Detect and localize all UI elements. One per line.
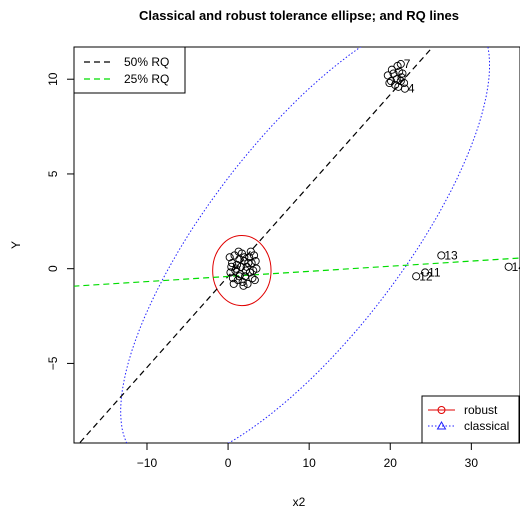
data-point: [251, 257, 260, 266]
data-point: [437, 251, 446, 260]
y-tick-label: 5: [46, 170, 60, 177]
data-point: [247, 258, 256, 268]
data-point: [412, 272, 421, 281]
data-point: [232, 260, 242, 269]
data-point: [246, 247, 255, 256]
legend-label: 25% RQ: [124, 72, 169, 86]
data-point: [245, 253, 254, 262]
y-tick-label: −5: [46, 356, 60, 370]
legend-label: classical: [464, 419, 509, 433]
data-point: [398, 69, 407, 78]
data-point: [504, 262, 513, 271]
data-point: [235, 255, 244, 264]
data-point: [396, 77, 405, 86]
rq-line: [78, 47, 434, 443]
legend-marker: [437, 406, 446, 414]
point-label: 13: [444, 248, 458, 262]
data-point: [227, 262, 236, 271]
y-tick-label: 10: [46, 72, 60, 86]
data-point: [229, 279, 238, 288]
legend-layer: 50% RQ 25% RQ robust classical: [73, 46, 520, 444]
data-point: [392, 75, 401, 84]
axis-layer: −10 0 10 20 30 −5 0 5 10: [46, 72, 478, 470]
x-axis-label: x2: [293, 495, 306, 509]
x-tick-label: 30: [465, 456, 479, 470]
data-point: [400, 84, 409, 93]
legend-box: [73, 46, 186, 94]
data-point: [230, 251, 239, 260]
data-point: [234, 247, 243, 256]
data-point: [250, 276, 259, 285]
data-point: [387, 65, 396, 74]
point-label: 12: [419, 269, 433, 283]
data-point: [244, 258, 253, 268]
data-point: [385, 78, 394, 88]
x-tick-label: 0: [225, 456, 232, 470]
legend-box: [421, 395, 520, 444]
point-label: 14: [512, 260, 520, 274]
legend-label: 50% RQ: [124, 55, 169, 69]
data-point: [240, 253, 249, 262]
classical-ellipse: [120, 47, 490, 443]
data-point: [396, 60, 405, 69]
legend-label: robust: [464, 403, 498, 417]
point-label: 4: [408, 82, 415, 96]
data-point: [232, 264, 241, 273]
chart-title: Classical and robust tolerance ellipse; …: [139, 8, 459, 23]
data-point: [226, 268, 235, 277]
data-point: [421, 268, 430, 277]
data-point: [241, 266, 250, 275]
legend-marker: [436, 420, 447, 430]
robust-ellipse: [212, 235, 272, 307]
point-label: 11: [428, 265, 441, 279]
x-tick-label: 10: [302, 456, 316, 470]
y-tick-label: 0: [46, 265, 60, 272]
rq-line: [74, 257, 520, 287]
data-point: [248, 274, 257, 283]
data-point: [225, 253, 234, 262]
data-point: [235, 272, 244, 281]
y-axis-label: Y: [9, 241, 23, 249]
point-label: 7: [404, 57, 411, 71]
data-point: [239, 281, 248, 290]
plot-frame: [73, 46, 520, 444]
data-point: [243, 279, 252, 288]
data-point: [228, 258, 237, 268]
data-point: [397, 73, 406, 82]
x-tick-label: −10: [137, 456, 158, 470]
x-tick-label: 20: [384, 456, 398, 470]
